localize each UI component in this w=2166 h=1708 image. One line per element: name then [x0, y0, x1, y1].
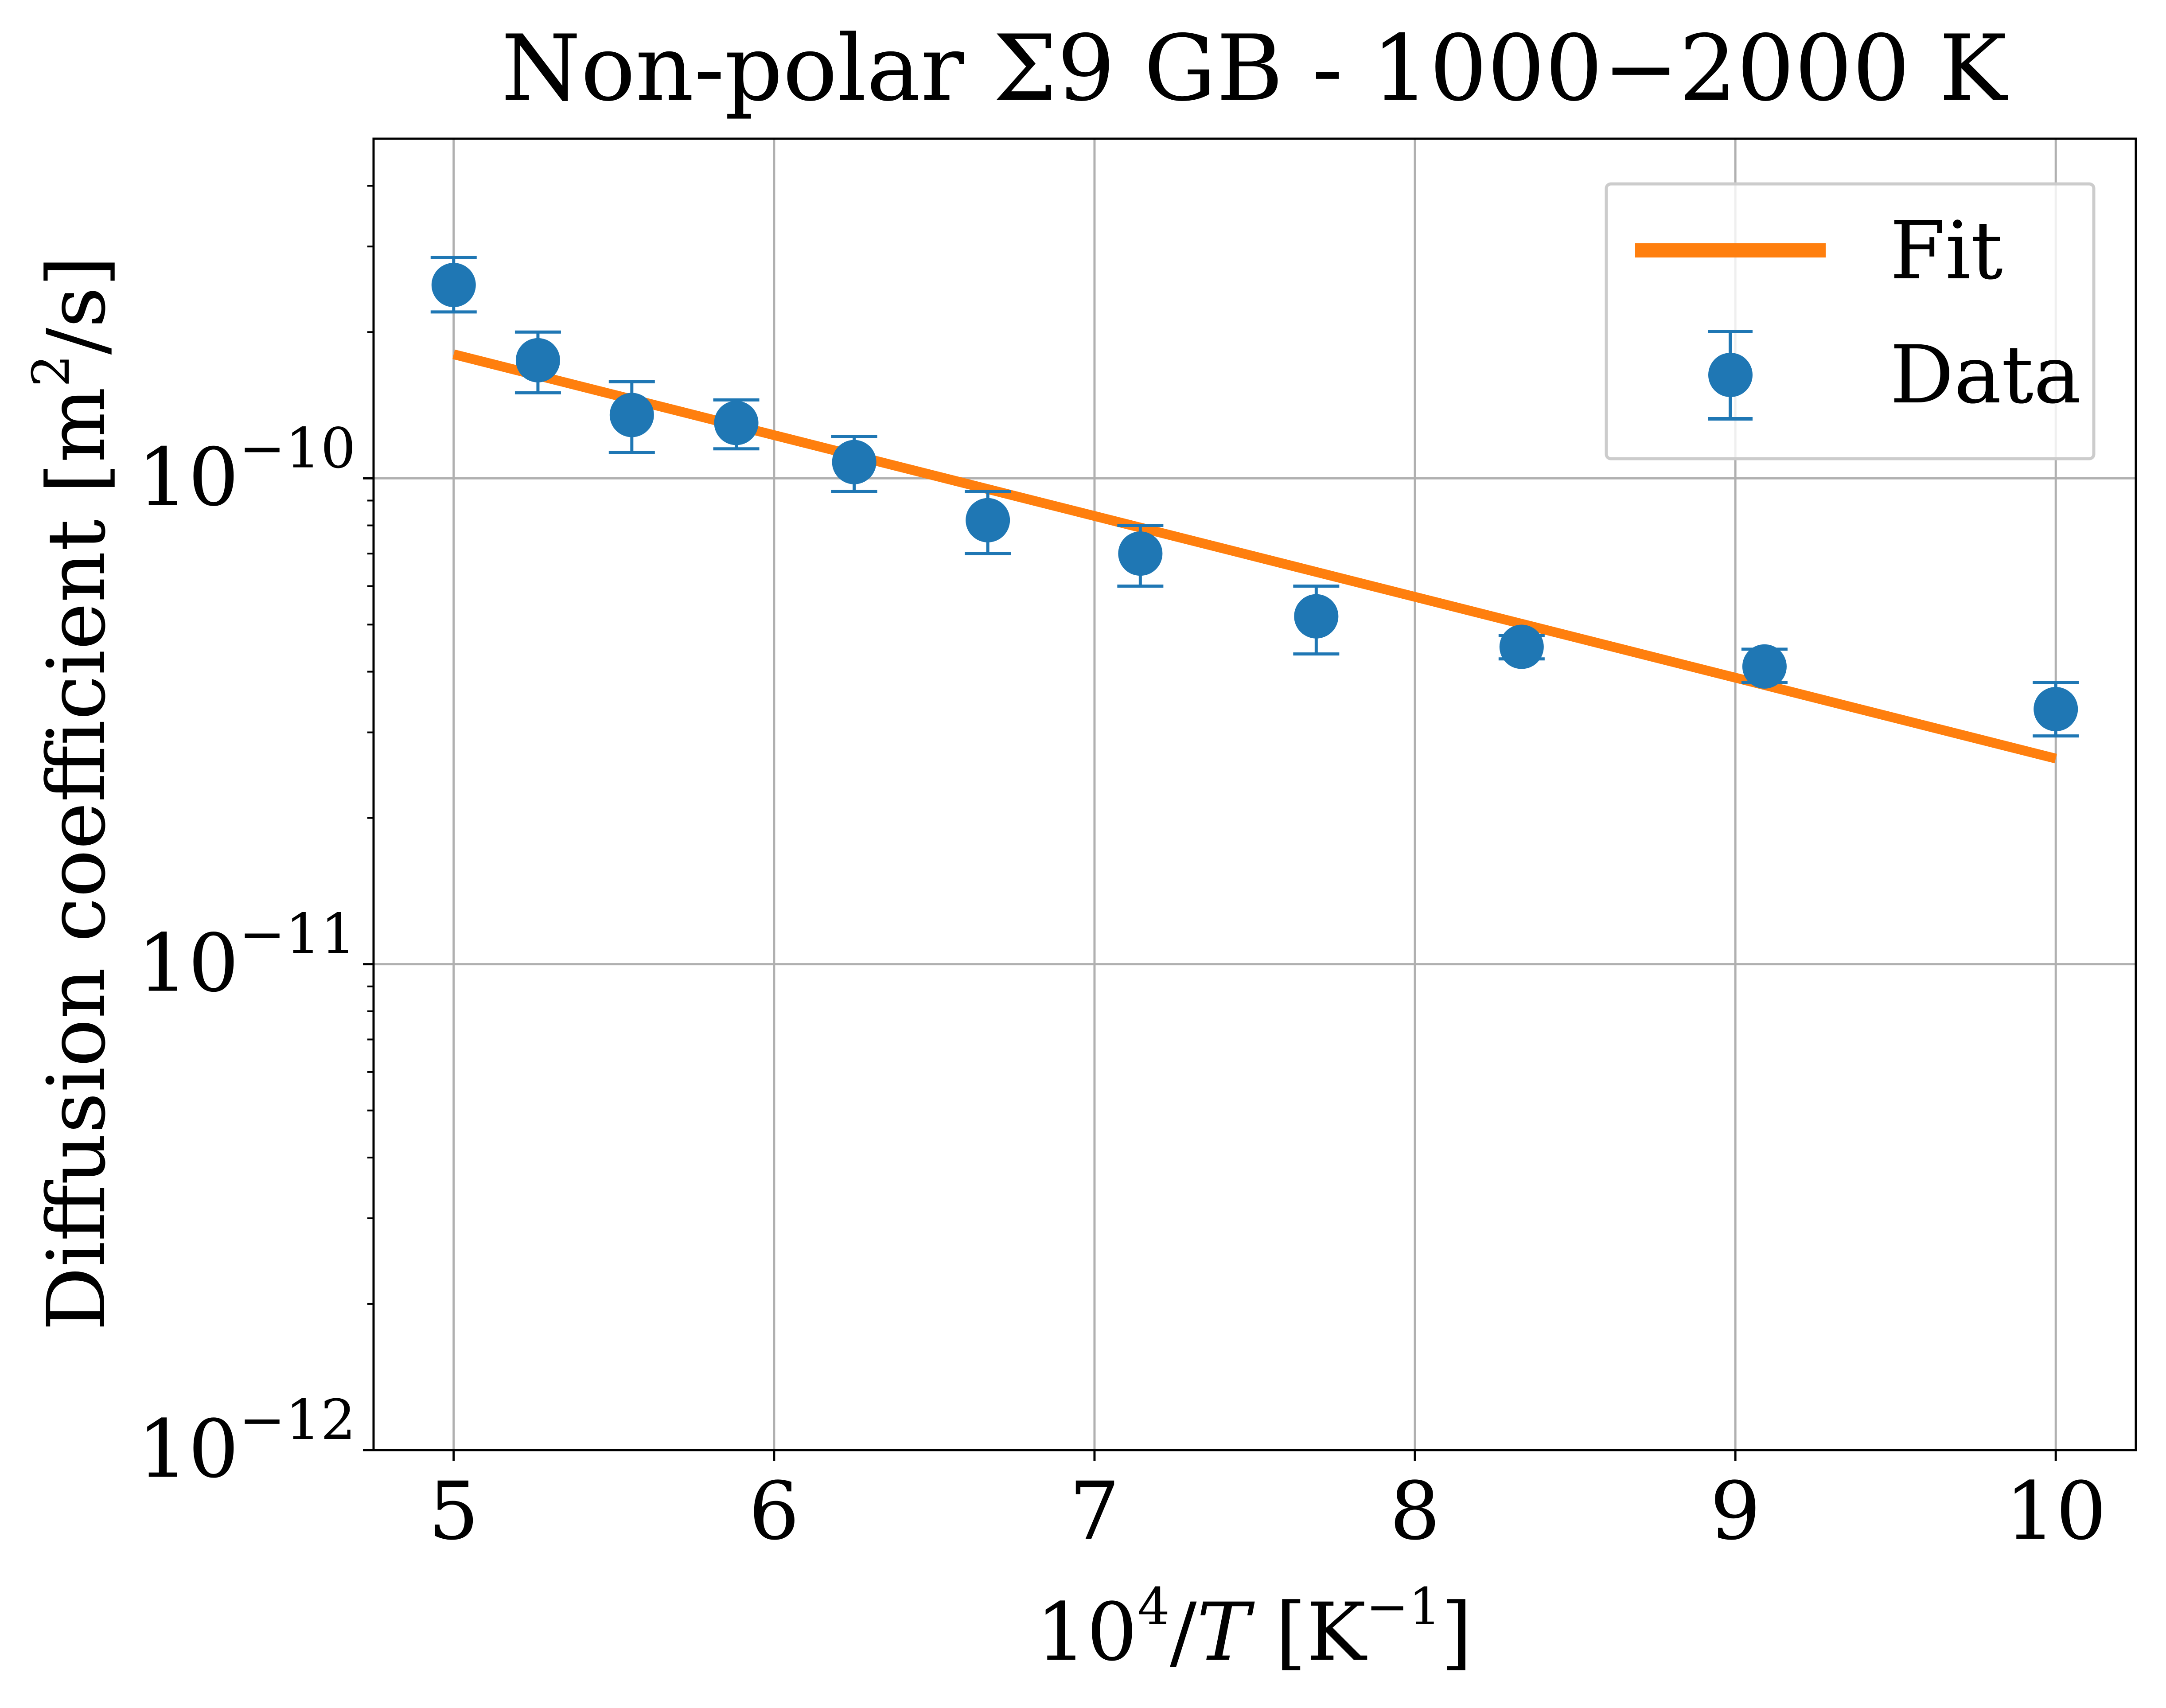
- x-tick-label: 8: [1390, 1465, 1441, 1558]
- data-point: [514, 330, 561, 394]
- legend: Fit Data: [1605, 182, 2096, 460]
- data-marker: [966, 498, 1010, 542]
- data-point: [831, 435, 877, 493]
- data-marker: [1294, 594, 1339, 639]
- data-point: [608, 380, 655, 454]
- data-marker: [1118, 531, 1163, 576]
- legend-data-swatch: [1708, 330, 1753, 421]
- data-point: [2033, 681, 2079, 738]
- data-marker: [1742, 644, 1787, 689]
- chart-title: Non-polar Σ9 GB - 1000−2000 K: [501, 16, 2009, 121]
- x-label-unit-close: ]: [1441, 1586, 1472, 1679]
- data-marker: [609, 393, 654, 437]
- y-axis-ticks: 10−12 10−11 10−10: [137, 416, 374, 1496]
- x-axis-label: 104/T [K−1]: [1036, 1577, 1473, 1679]
- data-marker: [2034, 687, 2078, 732]
- x-axis-ticks: 5 6 7 8 9 10: [429, 1450, 2107, 1558]
- data-point: [1741, 644, 1788, 689]
- x-label-unit: [K: [1250, 1586, 1367, 1679]
- x-tick-label: 7: [1069, 1465, 1120, 1558]
- data-marker: [832, 440, 877, 484]
- y-axis-label: Diffusion coefficient [m2/s]: [22, 256, 123, 1331]
- y-tick-label: 10−12: [137, 1388, 356, 1496]
- data-marker: [714, 401, 759, 445]
- data-layer: [430, 256, 2079, 738]
- data-point: [965, 490, 1011, 555]
- data-point: [1293, 585, 1340, 656]
- y-tick-label: 10−11: [137, 902, 356, 1010]
- x-tick-label: 5: [429, 1465, 479, 1558]
- data-point: [1117, 524, 1164, 588]
- y-label-post: /s]: [31, 256, 123, 355]
- data-marker: [431, 263, 476, 308]
- legend-data-label: Data: [1890, 329, 2081, 421]
- y-label-sup: 2: [22, 355, 81, 387]
- x-label-base-sup: 4: [1138, 1577, 1170, 1637]
- data-point: [430, 256, 477, 314]
- y-tick-label: 10−10: [137, 416, 356, 524]
- data-marker: [1499, 624, 1544, 669]
- data-point: [713, 398, 760, 451]
- legend-fit-label: Fit: [1890, 205, 2003, 297]
- x-label-unit-sup: −1: [1366, 1577, 1441, 1637]
- data-marker: [515, 338, 560, 382]
- data-point: [1498, 624, 1545, 669]
- x-label-var: T: [1197, 1586, 1255, 1679]
- x-tick-label: 10: [2005, 1465, 2107, 1558]
- x-label-base: 10: [1036, 1586, 1138, 1679]
- x-tick-label: 6: [749, 1465, 800, 1558]
- plot-frame: [372, 137, 2137, 1451]
- x-tick-label: 9: [1710, 1465, 1761, 1558]
- y-label-text: Diffusion coefficient [m: [31, 387, 123, 1331]
